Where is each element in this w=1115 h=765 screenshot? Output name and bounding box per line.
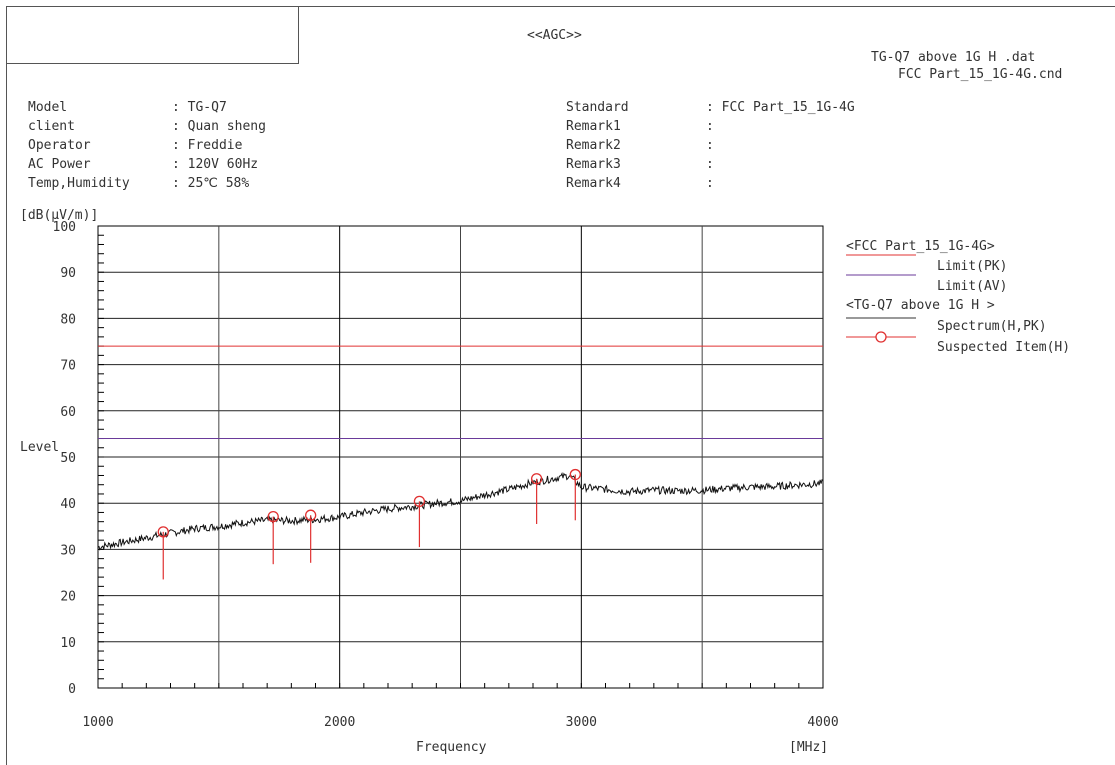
info-left-label-1: client bbox=[28, 119, 75, 134]
header-box bbox=[6, 6, 299, 64]
y-tick-label-60: 60 bbox=[60, 405, 76, 420]
y-tick-label-30: 30 bbox=[60, 543, 76, 558]
info-left-label-2: Operator bbox=[28, 138, 91, 153]
suspected-marker-1 bbox=[267, 510, 279, 523]
suspected-marker-5 bbox=[569, 468, 581, 481]
info-left-label-0: Model bbox=[28, 100, 68, 115]
info-right-value-0: : FCC Part_15_1G-4G bbox=[706, 100, 855, 115]
info-left-value-2: : Freddie bbox=[172, 138, 243, 153]
info-left-label-3: AC Power bbox=[28, 157, 91, 172]
x-unit-label: [MHz] bbox=[789, 740, 829, 755]
info-left-label-4: Temp,Humidity bbox=[28, 176, 130, 191]
y-unit-label: [dB(μV/m)] bbox=[20, 208, 99, 223]
suspected-marker-4 bbox=[530, 473, 543, 485]
info-right-value-4: : bbox=[706, 176, 714, 191]
info-right-label-3: Remark3 bbox=[566, 157, 621, 172]
y-tick-label-0: 0 bbox=[68, 682, 76, 697]
info-left-value-1: : Quan sheng bbox=[172, 119, 266, 134]
y-tick-label-10: 10 bbox=[60, 636, 76, 651]
info-left-value-4: : 25℃ 58% bbox=[172, 176, 250, 191]
legend-suspected-icon bbox=[875, 331, 887, 343]
legend-limit-av: Limit(AV) bbox=[937, 279, 1007, 294]
y-tick-label-20: 20 bbox=[60, 590, 76, 605]
y-axis-label: Level bbox=[20, 440, 60, 455]
legend-limit-pk: Limit(PK) bbox=[937, 259, 1007, 274]
agc-title: <<AGC>> bbox=[527, 28, 582, 43]
info-right-value-1: : bbox=[706, 119, 714, 134]
x-tick-label-1000: 1000 bbox=[82, 715, 113, 730]
data-file-name: TG-Q7 above 1G H .dat bbox=[871, 50, 1036, 65]
x-tick-label-4000: 4000 bbox=[807, 715, 838, 730]
x-tick-label-2000: 2000 bbox=[324, 715, 355, 730]
report-frame bbox=[6, 6, 1115, 765]
info-right-label-0: Standard bbox=[566, 100, 629, 115]
y-tick-label-100: 100 bbox=[53, 220, 76, 235]
info-right-value-2: : bbox=[706, 138, 714, 153]
x-axis-label: Frequency bbox=[416, 740, 487, 755]
info-left-value-3: : 120V 60Hz bbox=[172, 157, 259, 172]
cnd-file-name: FCC Part_15_1G-4G.cnd bbox=[898, 67, 1063, 82]
x-tick-label-3000: 3000 bbox=[566, 715, 597, 730]
legend-suspected: Suspected Item(H) bbox=[937, 340, 1070, 355]
info-left-value-0: : TG-Q7 bbox=[172, 100, 227, 115]
suspected-marker-0 bbox=[157, 526, 169, 538]
info-right-value-3: : bbox=[706, 157, 714, 172]
info-right-label-1: Remark1 bbox=[566, 119, 621, 134]
info-right-label-2: Remark2 bbox=[566, 138, 621, 153]
legend-group-standard: <FCC Part_15_1G-4G> bbox=[846, 239, 995, 254]
suspected-marker-2 bbox=[305, 509, 317, 521]
y-tick-label-90: 90 bbox=[60, 266, 76, 281]
y-tick-label-50: 50 bbox=[60, 451, 76, 466]
spectrum-line bbox=[97, 471, 824, 551]
y-tick-label-70: 70 bbox=[60, 359, 76, 374]
y-tick-label-80: 80 bbox=[60, 312, 76, 327]
legend-spectrum: Spectrum(H,PK) bbox=[937, 319, 1047, 334]
y-tick-label-40: 40 bbox=[60, 497, 76, 512]
suspected-marker-3 bbox=[413, 495, 426, 508]
legend-group-dataset: <TG-Q7 above 1G H > bbox=[846, 298, 995, 313]
info-right-label-4: Remark4 bbox=[566, 176, 621, 191]
